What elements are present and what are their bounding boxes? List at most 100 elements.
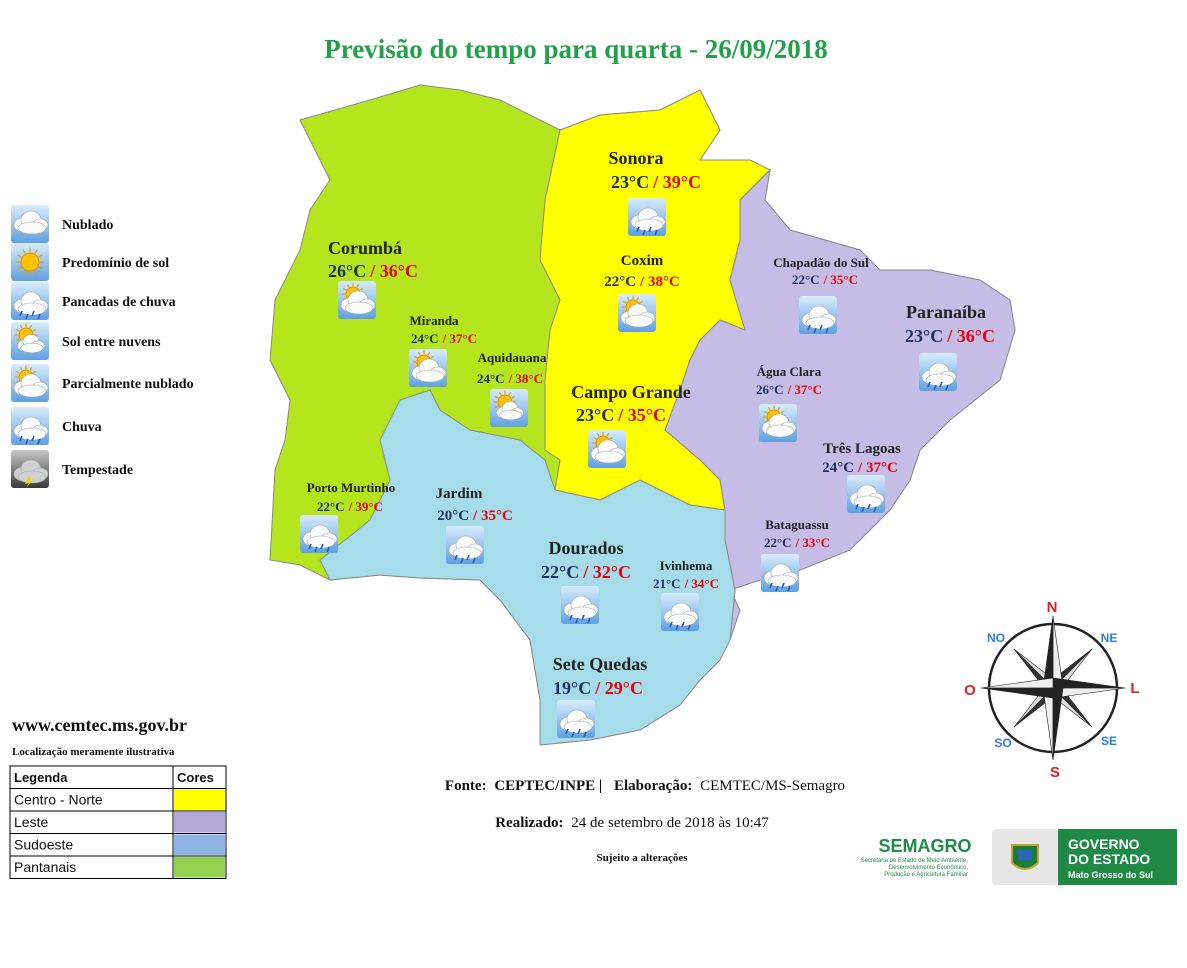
sun-ray	[16, 338, 20, 342]
rain-drop	[320, 543, 324, 550]
weather-icon	[490, 389, 528, 427]
city-name: Três Lagoas	[823, 441, 901, 457]
sun-ray	[417, 352, 421, 356]
cloud-part	[805, 316, 835, 330]
weather-icon	[557, 700, 595, 738]
cloud-part	[17, 302, 47, 316]
semagro-sub: Produção e Agricultura Familiar	[884, 872, 968, 878]
temp-min: 23°C	[905, 326, 943, 346]
sun-ray	[29, 325, 33, 329]
compass-label: NE	[1101, 631, 1118, 645]
temp-max: / 39°C	[652, 172, 701, 192]
compass-label: SE	[1101, 734, 1117, 748]
source-line: Fonte: CEPTEC/INPE | Elaboração: CEMTEC/…	[445, 778, 845, 794]
sun-ray	[626, 297, 630, 301]
sun-ray	[29, 367, 33, 371]
city-temps: 24°C/ 37°C	[822, 460, 898, 476]
sun-ray	[34, 270, 38, 275]
city-name: Aquidauana	[478, 350, 547, 365]
temp-max: / 38°C	[508, 371, 543, 386]
sun-ray	[38, 254, 43, 258]
temp-max: / 36°C	[369, 261, 418, 281]
city-name: Sete Quedas	[553, 654, 648, 674]
icon-legend-label: Parcialmente nublado	[62, 377, 194, 392]
sun-ray	[427, 352, 431, 356]
rain-drop	[19, 310, 23, 317]
cloud-part	[925, 373, 955, 387]
compass-point	[1042, 687, 1054, 761]
city-name: Jardim	[436, 486, 483, 502]
weather-icon	[11, 364, 49, 402]
rain-drop	[807, 324, 811, 331]
icon-legend-label: Nublado	[62, 218, 113, 233]
icon-legend: Nublado Predomínio de sol Pancadas de chuv…	[11, 205, 194, 488]
temp-max: / 35°C	[823, 272, 858, 287]
gov-crest-flag	[1018, 850, 1032, 860]
legend-swatch	[174, 789, 225, 810]
city-name: Corumbá	[328, 238, 402, 258]
city-name: Miranda	[409, 313, 459, 328]
cloud-part	[17, 470, 47, 484]
city-temps: 20°C/ 35°C	[437, 508, 513, 524]
city-temps: 21°C/ 34°C	[653, 576, 719, 591]
rain-drop	[31, 435, 35, 442]
elab-label: Elaboração:	[614, 778, 692, 794]
rain-drop	[819, 324, 823, 331]
icon-legend-label: Pancadas de chuva	[62, 295, 176, 310]
sun-ray	[22, 270, 26, 275]
sun-ray	[623, 310, 627, 314]
city-temps: 22°C/ 33°C	[764, 535, 830, 550]
rain-drop	[873, 506, 877, 513]
rain-drop	[642, 229, 646, 236]
city-temps: 24°C/ 38°C	[477, 371, 543, 386]
temp-max: / 35°C	[617, 405, 666, 425]
rain-drop	[927, 381, 931, 388]
cloud-part	[624, 314, 654, 328]
rain-drop	[781, 582, 785, 589]
city-temps: 22°C/ 32°C	[541, 562, 631, 582]
rain-drop	[939, 381, 943, 388]
legend-label: Leste	[14, 814, 48, 830]
gov-logo-text: GOVERNO	[1068, 836, 1140, 852]
temp-min: 26°C	[756, 382, 784, 397]
icon-legend-label: Chuva	[62, 420, 102, 435]
city-name: Bataguassu	[765, 517, 829, 532]
gov-logo-bg	[1058, 829, 1177, 885]
cloud-part	[667, 613, 697, 627]
sun-ray	[414, 365, 418, 369]
temp-max: / 39°C	[348, 499, 383, 514]
rain-drop	[472, 557, 476, 564]
rain-drop	[25, 438, 29, 445]
temp-max: / 38°C	[639, 274, 680, 290]
rain-drop	[37, 313, 41, 320]
rain-drop	[654, 229, 658, 236]
cloud-part	[567, 606, 597, 620]
sun-ray	[596, 433, 600, 437]
compass-label: S	[1050, 764, 1060, 781]
icon-legend-label: Sol entre nuvens	[62, 335, 161, 350]
sun-ray	[764, 420, 768, 424]
cloud-part	[306, 535, 336, 549]
temp-min: 22°C	[604, 274, 636, 290]
rain-drop	[787, 585, 791, 592]
cloud-part	[765, 424, 795, 438]
city-temps: 22°C/ 39°C	[317, 499, 383, 514]
website: www.cemtec.ms.gov.br	[12, 715, 187, 735]
rain-drop	[945, 384, 949, 391]
city-name: Paranaíba	[906, 302, 986, 322]
rain-drop	[571, 731, 575, 738]
sun	[20, 252, 40, 272]
weather-icon	[11, 450, 49, 488]
table-header: Cores	[177, 770, 214, 785]
rain-drop	[813, 327, 817, 334]
temp-min: 26°C	[328, 261, 366, 281]
weather-icon	[919, 353, 957, 391]
sun-ray	[16, 370, 20, 374]
sun-ray	[780, 410, 784, 414]
rain-drop	[769, 582, 773, 589]
rain-drop	[933, 384, 937, 391]
cloud-part	[20, 342, 44, 354]
temp-min: 21°C	[653, 576, 681, 591]
cloud-part	[634, 218, 664, 232]
city-temps: 26°C/ 36°C	[328, 261, 418, 281]
